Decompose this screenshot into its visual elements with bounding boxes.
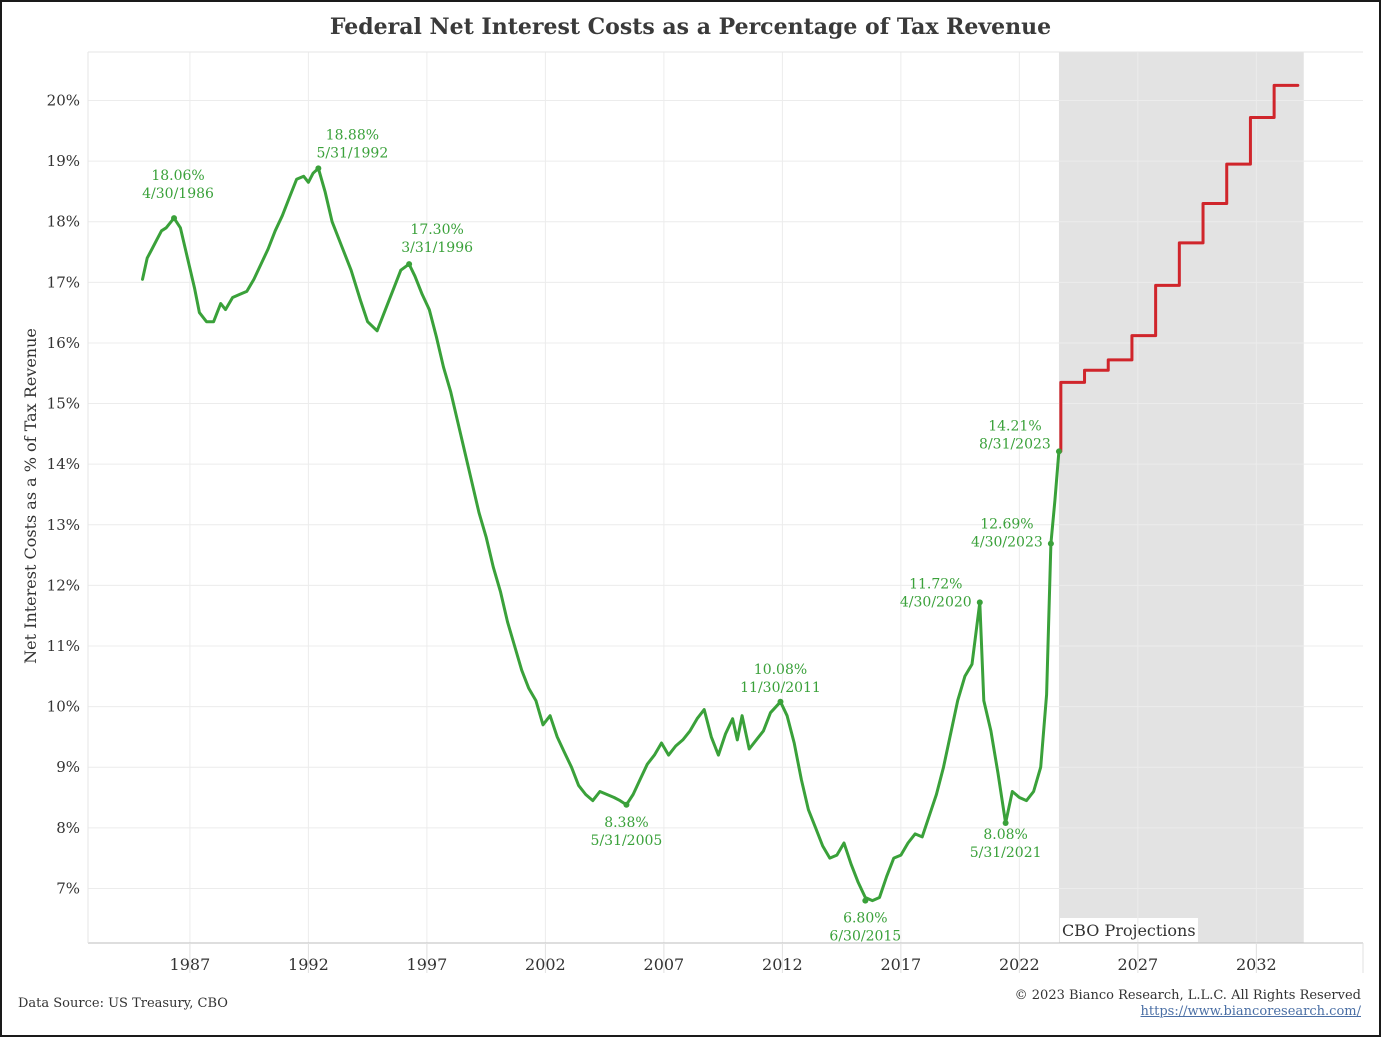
x-tick-label: 1992 — [288, 955, 329, 974]
y-tick-label: 11% — [47, 637, 80, 655]
x-tick-label: 2017 — [881, 955, 922, 974]
projection-label: CBO Projections — [1062, 921, 1196, 940]
y-tick-label: 16% — [47, 334, 80, 352]
x-tick-label: 2027 — [1118, 955, 1159, 974]
annotated-point — [777, 698, 784, 705]
annotated-point — [976, 599, 983, 606]
projection-series-line — [1057, 83, 1300, 453]
y-tick-label: 15% — [47, 395, 80, 413]
x-tick-label: 2007 — [644, 955, 685, 974]
historical-series-line — [141, 166, 1061, 903]
website-link[interactable]: https://www.biancoresearch.com/ — [1140, 1004, 1361, 1019]
annotation-date: 8/31/2023 — [979, 436, 1051, 452]
y-tick-label: 10% — [47, 698, 80, 716]
data-source-note: Data Source: US Treasury, CBO — [18, 996, 228, 1011]
chart-title: Federal Net Interest Costs as a Percenta… — [329, 14, 1052, 40]
annotated-point — [623, 801, 630, 808]
x-tick-label: 2012 — [762, 955, 803, 974]
annotation-date: 3/31/1996 — [401, 240, 473, 256]
annotated-point — [1055, 448, 1062, 455]
annotation-value: 8.08% — [983, 827, 1027, 843]
annotation-date: 5/31/2021 — [970, 845, 1042, 861]
y-tick-label: 12% — [47, 576, 80, 594]
annotation-date: 4/30/1986 — [142, 186, 214, 202]
annotation-value: 6.80% — [843, 911, 887, 927]
annotation-date: 6/30/2015 — [829, 929, 901, 945]
x-tick-label: 1997 — [407, 955, 448, 974]
copyright-text: © 2023 Bianco Research, L.L.C. All Right… — [1014, 988, 1361, 1003]
annotation-date: 5/31/1992 — [316, 145, 388, 161]
y-tick-label: 9% — [56, 758, 80, 776]
y-tick-label: 13% — [47, 516, 80, 534]
annotated-point — [1047, 540, 1054, 547]
x-tick-label: 2032 — [1236, 955, 1277, 974]
y-tick-label: 18% — [47, 213, 80, 231]
x-tick-label: 1987 — [170, 955, 211, 974]
x-tick-label: 2002 — [525, 955, 566, 974]
projection-shade — [1058, 52, 1304, 943]
annotated-point — [862, 897, 869, 904]
annotation-value: 8.38% — [604, 815, 648, 831]
annotation-date: 4/30/2023 — [971, 535, 1043, 551]
copyright-block: © 2023 Bianco Research, L.L.C. All Right… — [1015, 988, 1361, 1020]
annotation-date: 5/31/2005 — [591, 833, 663, 849]
annotation-value: 12.69% — [980, 517, 1033, 533]
annotation-date: 4/30/2020 — [900, 594, 972, 610]
annotated-point — [171, 215, 178, 222]
y-tick-label: 20% — [47, 91, 80, 109]
y-tick-label: 8% — [56, 819, 80, 837]
annotation-value: 10.08% — [754, 662, 807, 678]
x-tick-label: 2022 — [999, 955, 1040, 974]
annotated-point — [406, 261, 413, 268]
annotated-point — [315, 165, 322, 172]
y-tick-label: 19% — [47, 152, 80, 170]
annotation-value: 17.30% — [410, 222, 463, 238]
y-tick-label: 14% — [47, 455, 80, 473]
annotation-date: 11/30/2011 — [740, 680, 821, 696]
projection-label-bg — [1059, 918, 1198, 942]
annotation-value: 14.21% — [988, 418, 1041, 434]
annotation-value: 18.88% — [326, 127, 379, 143]
annotated-point — [1002, 819, 1009, 826]
y-tick-label: 7% — [56, 879, 80, 897]
y-axis-label: Net Interest Costs as a % of Tax Revenue — [21, 328, 40, 664]
annotation-value: 11.72% — [909, 576, 962, 592]
y-tick-label: 17% — [47, 273, 80, 291]
annotation-value: 18.06% — [151, 168, 204, 184]
